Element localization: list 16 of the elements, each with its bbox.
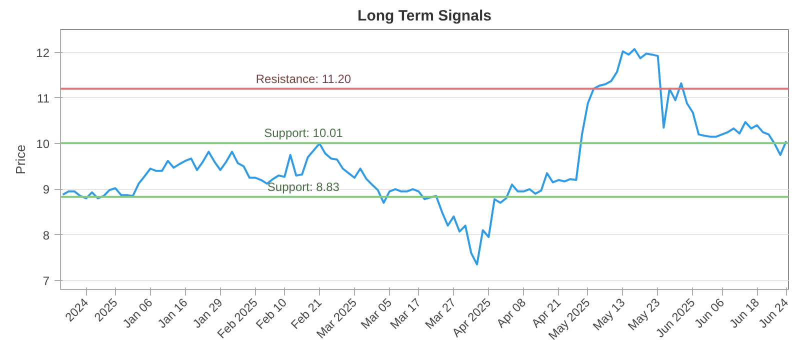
y-tick-label: 8 — [42, 228, 50, 242]
y-tick-label: 12 — [36, 46, 50, 60]
ref-line-label: Support: 8.83 — [267, 180, 340, 194]
x-tick-label: May 13 — [590, 295, 628, 334]
chart-title: Long Term Signals — [358, 8, 492, 24]
y-tick-label: 9 — [42, 182, 50, 197]
line-series — [62, 48, 788, 266]
y-tick-label: 11 — [37, 91, 50, 106]
ref-line-label: Support: 10.01 — [264, 126, 344, 140]
x-tick-label: Jan 16 — [154, 295, 191, 331]
y-tick-label: 7 — [42, 274, 50, 288]
x-tick-label: Jan 06 — [120, 295, 156, 331]
ref-line-label: Resistance: 11.20 — [256, 72, 352, 86]
y-axis-title: Price — [13, 144, 28, 174]
y-tick-label: 10 — [36, 137, 50, 152]
x-tick-label: Apr 08 — [494, 295, 529, 330]
